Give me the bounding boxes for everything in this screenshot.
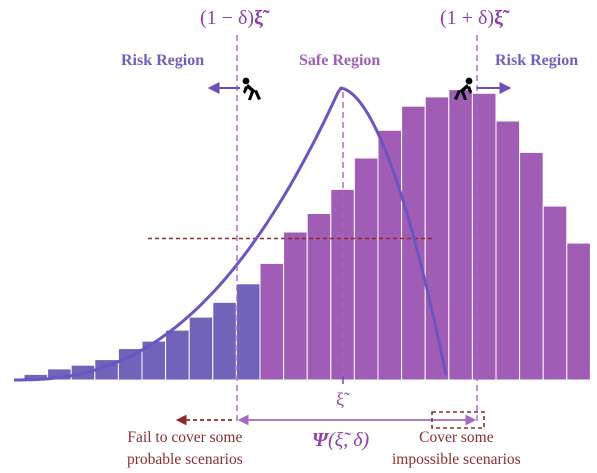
histogram-bar [188,316,214,381]
histogram-bar [259,262,285,381]
impossible-line-2: impossible scenarios [392,450,521,468]
upper-bound-coef: (1 + δ) [440,7,495,29]
fail-cover-line-1: Fail to cover some [127,429,243,446]
histogram-bar [377,129,403,381]
histogram-bar [448,89,473,381]
psi-args: (ξ̃, δ) [328,429,370,451]
histogram-bar [235,283,261,381]
impossible-note: Cover some impossible scenarios [392,430,521,467]
histogram-bar [542,205,568,381]
lower-bound-variable: ξ̃ [254,7,263,29]
upper-bound-variable: ξ̃ [494,7,503,29]
impossible-scenario-box [431,411,485,429]
histogram-bar [471,92,497,381]
fail-cover-line-2: probable scenarios [127,450,243,468]
interval-label: Ψ(ξ̃, δ) [312,430,369,450]
histogram-bar [165,329,190,381]
upper-bound-label: (1 + δ)ξ̃ [440,8,503,28]
histogram-bar [283,231,308,381]
histogram-bar [401,105,426,381]
right-risk-region-label: Risk Region [495,52,579,69]
histogram-bars [23,89,591,381]
psi-symbol: Ψ [312,429,328,451]
safe-region-label: Safe Region [299,52,381,69]
density-curve [14,86,448,382]
left-risk-region-label: Risk Region [121,52,205,69]
fail-cover-note: Fail to cover some probable scenarios [127,430,243,467]
pushing-person-icon [454,77,473,100]
histogram-bar [212,301,237,381]
impossible-line-1: Cover some [419,429,494,446]
center-xi-label: ξ̃ [336,389,345,409]
lower-bound-coef: (1 − δ) [200,7,255,29]
histogram-bar [495,120,521,381]
lower-bound-label: (1 − δ)ξ̃ [200,8,263,28]
histogram-bar [566,242,591,381]
histogram-bar [353,157,379,381]
histogram-bar [519,151,544,381]
pushing-person-icon [242,77,261,100]
